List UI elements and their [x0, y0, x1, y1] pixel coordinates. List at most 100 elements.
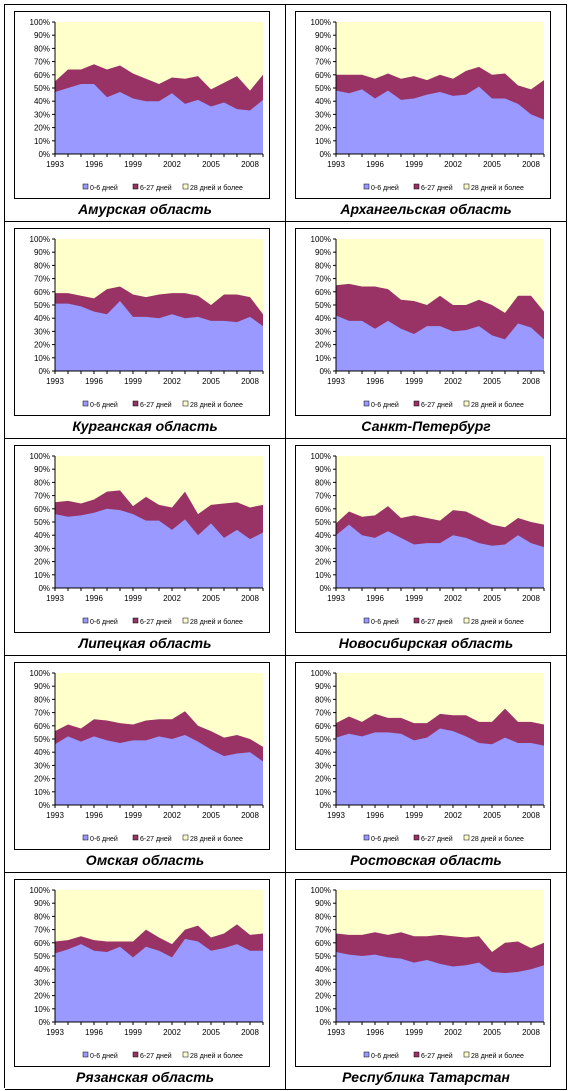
y-tick-label: 100%	[30, 235, 50, 244]
chart-caption: Амурская область	[78, 201, 212, 217]
y-tick-label: 10%	[34, 1005, 50, 1014]
series-0-6-area	[336, 86, 544, 154]
y-tick-label: 30%	[315, 544, 331, 553]
legend-label: 28 дней и более	[471, 184, 524, 192]
x-tick-label: 2005	[202, 594, 220, 603]
x-tick-label: 1993	[327, 594, 345, 603]
charts-grid: 0% 10% 20% 30% 40% 50% 60% 70% 80% 90% 100% 1993 199…	[4, 4, 567, 1090]
y-tick-label: 70%	[315, 709, 331, 718]
y-tick-label: 10%	[34, 788, 50, 797]
y-tick-label: 80%	[315, 695, 331, 704]
legend-label: 28 дней и более	[190, 1052, 243, 1060]
y-tick-label: 60%	[34, 939, 50, 948]
x-tick-label: 2005	[483, 1028, 501, 1037]
chart-cell: 0% 10% 20% 30% 40% 50% 60% 70% 80% 90% 100% 1993 199…	[286, 5, 567, 222]
y-tick-label: 60%	[315, 505, 331, 514]
x-tick-label: 2002	[163, 160, 181, 169]
x-tick-label: 2005	[202, 377, 220, 386]
legend-label: 6-27 дней	[140, 1052, 172, 1060]
chart-cell: 0% 10% 20% 30% 40% 50% 60% 70% 80% 90% 100% 1993 199…	[5, 656, 286, 873]
x-tick-label: 2008	[522, 1028, 540, 1037]
chart-caption: Санкт-Петербург	[361, 418, 491, 434]
legend-swatch	[182, 834, 189, 841]
legend-swatch	[363, 400, 370, 407]
legend-label: 6-27 дней	[140, 835, 172, 843]
legend-label: 0-6 дней	[90, 618, 118, 626]
legend-swatch	[82, 400, 89, 407]
x-tick-label: 1993	[46, 594, 64, 603]
chart-frame: 0% 10% 20% 30% 40% 50% 60% 70% 80% 90% 100% 1993 199…	[14, 11, 270, 199]
x-tick-label: 1999	[124, 594, 142, 603]
y-tick-label: 0%	[319, 150, 331, 159]
legend-swatch	[182, 183, 189, 190]
x-tick-label: 1999	[405, 377, 423, 386]
legend-swatch	[82, 617, 89, 624]
area-chart: 0% 10% 20% 30% 40% 50% 60% 70% 80% 90% 100% 1993 199…	[30, 235, 264, 409]
y-tick-label: 100%	[311, 235, 331, 244]
legend-label: 28 дней и более	[471, 618, 524, 626]
y-tick-label: 60%	[315, 71, 331, 80]
y-tick-label: 90%	[315, 31, 331, 40]
y-tick-label: 50%	[315, 952, 331, 961]
x-tick-label: 1999	[405, 1028, 423, 1037]
series-0-6-area	[55, 938, 263, 1022]
x-tick-label: 1996	[85, 160, 103, 169]
area-chart: 0% 10% 20% 30% 40% 50% 60% 70% 80% 90% 100% 1993 199…	[311, 18, 545, 192]
chart-cell: 0% 10% 20% 30% 40% 50% 60% 70% 80% 90% 100% 1993 199…	[286, 656, 567, 873]
y-tick-label: 80%	[315, 478, 331, 487]
x-tick-label: 2005	[483, 160, 501, 169]
x-tick-label: 1999	[405, 594, 423, 603]
legend-swatch	[132, 834, 139, 841]
x-tick-label: 1993	[327, 1028, 345, 1037]
x-tick-label: 2008	[522, 377, 540, 386]
chart-cell: 0% 10% 20% 30% 40% 50% 60% 70% 80% 90% 100% 1993 199…	[286, 222, 567, 439]
y-tick-label: 100%	[30, 886, 50, 895]
y-tick-label: 80%	[315, 912, 331, 921]
x-tick-label: 2005	[483, 377, 501, 386]
y-tick-label: 80%	[34, 912, 50, 921]
x-tick-label: 2008	[522, 160, 540, 169]
legend-swatch	[82, 1051, 89, 1058]
x-tick-label: 2008	[522, 811, 540, 820]
y-tick-label: 90%	[34, 31, 50, 40]
x-tick-label: 1993	[327, 377, 345, 386]
y-tick-label: 0%	[38, 801, 50, 810]
y-tick-label: 20%	[315, 558, 331, 567]
x-tick-label: 2002	[444, 160, 462, 169]
legend-swatch	[132, 617, 139, 624]
y-tick-label: 20%	[315, 341, 331, 350]
legend-swatch	[463, 1051, 470, 1058]
y-tick-label: 50%	[315, 518, 331, 527]
legend-swatch	[363, 617, 370, 624]
y-tick-label: 60%	[34, 505, 50, 514]
x-tick-label: 2008	[241, 1028, 259, 1037]
y-tick-label: 100%	[311, 452, 331, 461]
legend-swatch	[182, 617, 189, 624]
legend-label: 0-6 дней	[371, 401, 399, 409]
y-tick-label: 20%	[34, 992, 50, 1001]
y-tick-label: 50%	[34, 301, 50, 310]
legend-label: 28 дней и более	[190, 618, 243, 626]
area-chart: 0% 10% 20% 30% 40% 50% 60% 70% 80% 90% 100% 1993 199…	[30, 886, 264, 1060]
y-tick-label: 30%	[34, 327, 50, 336]
y-tick-label: 0%	[38, 1018, 50, 1027]
y-tick-label: 80%	[34, 44, 50, 53]
y-tick-label: 80%	[34, 478, 50, 487]
chart-caption: Омская область	[85, 852, 205, 868]
chart-frame: 0% 10% 20% 30% 40% 50% 60% 70% 80% 90% 100% 1993 199…	[295, 662, 551, 850]
chart-cell: 0% 10% 20% 30% 40% 50% 60% 70% 80% 90% 100% 1993 199…	[286, 439, 567, 656]
y-tick-label: 90%	[315, 899, 331, 908]
y-tick-label: 40%	[315, 748, 331, 757]
x-tick-label: 2002	[163, 1028, 181, 1037]
chart-cell: 0% 10% 20% 30% 40% 50% 60% 70% 80% 90% 100% 1993 199…	[5, 873, 286, 1090]
chart-caption: Новосибирская область	[338, 635, 514, 651]
legend-swatch	[413, 617, 420, 624]
x-tick-label: 2008	[522, 594, 540, 603]
legend-swatch	[463, 183, 470, 190]
y-tick-label: 70%	[34, 709, 50, 718]
y-tick-label: 0%	[38, 150, 50, 159]
legend-swatch	[413, 400, 420, 407]
x-tick-label: 1999	[124, 377, 142, 386]
legend-swatch	[82, 183, 89, 190]
y-tick-label: 70%	[34, 492, 50, 501]
